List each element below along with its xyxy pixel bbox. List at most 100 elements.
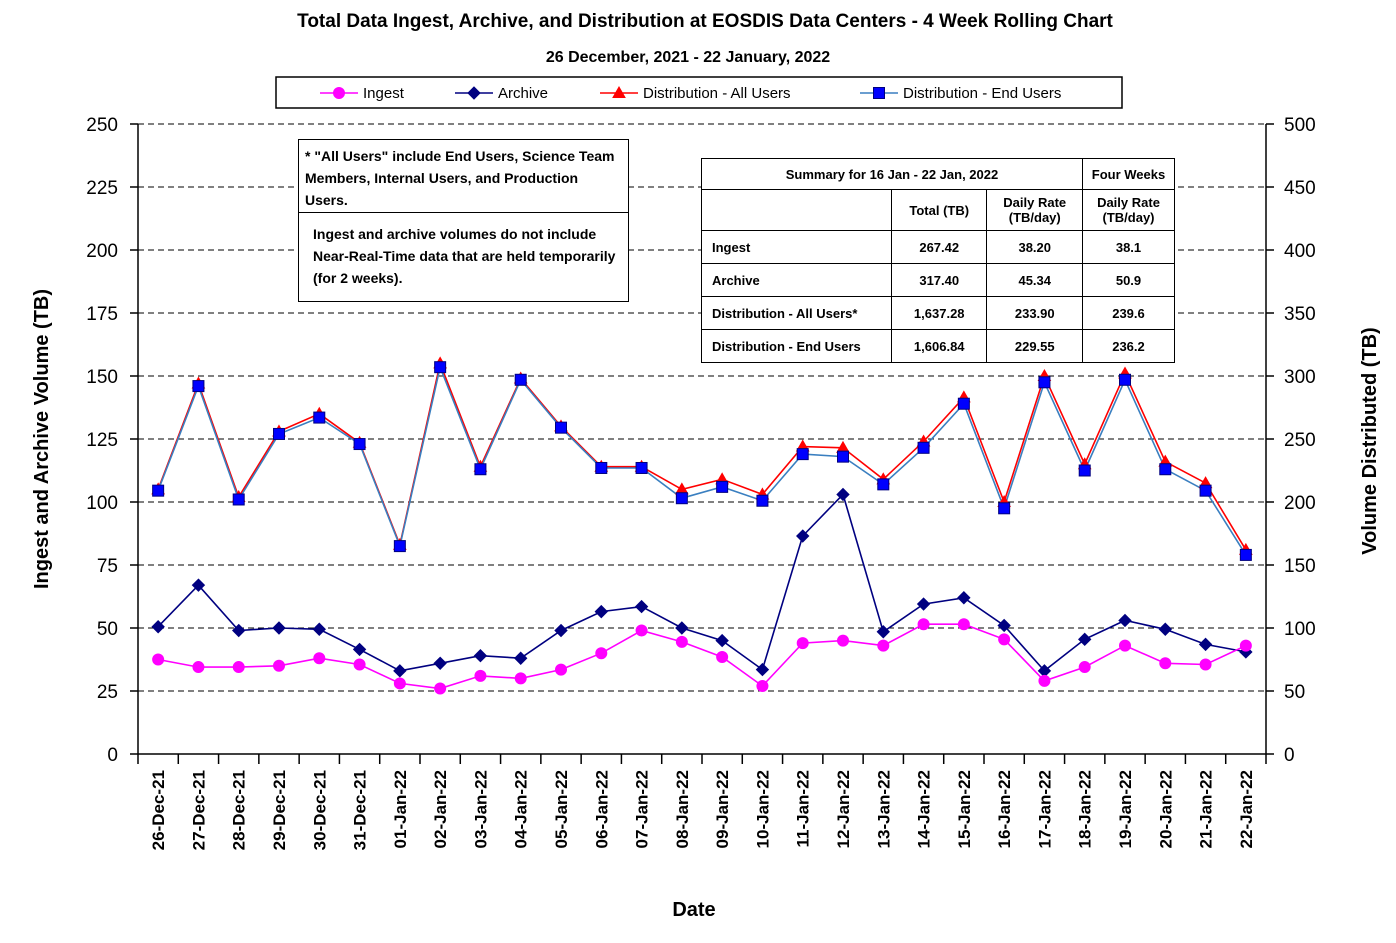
summary-row: Distribution - End Users 1,606.84 229.55… [701, 329, 1175, 363]
summary-header-row: Summary for 16 Jan - 22 Jan, 2022 Four W… [701, 158, 1175, 190]
point-distribution-end-users [1159, 463, 1172, 476]
y-ticks-left: 0 25 50 75 100 125 150 175 200 225 250 [86, 115, 138, 766]
point-archive [957, 591, 971, 605]
point-distribution-end-users [756, 494, 769, 507]
row-total: 317.40 [890, 263, 988, 297]
y-tick-right-label: 150 [1284, 556, 1316, 577]
summary-blank-cell [701, 189, 892, 231]
point-archive [1198, 637, 1213, 652]
point-archive [1078, 632, 1092, 647]
row-total: 1,606.84 [890, 329, 988, 363]
point-ingest [595, 647, 608, 660]
point-distribution-end-users [675, 492, 688, 505]
col-daily-header: Daily Rate (TB/day) [986, 189, 1083, 231]
row-daily: 38.20 [986, 230, 1083, 264]
point-ingest [716, 650, 729, 663]
legend-box [275, 76, 1123, 109]
point-archive [151, 620, 165, 634]
y-tick-right-label: 300 [1284, 367, 1316, 388]
y-tick-left-label: 225 [86, 178, 118, 199]
x-tick-label: 09-Jan-22 [713, 770, 732, 848]
x-tick-label: 08-Jan-22 [673, 770, 692, 848]
point-archive [755, 662, 770, 677]
point-archive [433, 656, 447, 670]
x-tick-label: 02-Jan-22 [431, 770, 450, 848]
x-tick-label: 27-Dec-21 [189, 770, 208, 850]
y-tick-left-label: 25 [97, 682, 118, 703]
point-distribution-end-users [877, 478, 890, 491]
point-ingest [877, 639, 890, 652]
legend-marker-archive [467, 86, 481, 100]
point-archive [634, 599, 649, 614]
point-ingest [1199, 658, 1212, 671]
point-distribution-end-users [1239, 548, 1252, 561]
point-archive [312, 622, 326, 636]
series-lines [157, 360, 1247, 690]
point-distribution-end-users [837, 450, 849, 463]
point-archive [836, 487, 850, 502]
summary-row: Distribution - All Users* 1,637.28 233.9… [701, 296, 1175, 330]
point-distribution-end-users [917, 441, 930, 454]
point-distribution-end-users [313, 411, 326, 424]
point-archive [232, 623, 246, 638]
y-tick-left-label: 100 [86, 493, 118, 514]
x-tick-label: 04-Jan-22 [512, 770, 531, 848]
y-tick-right-label: 400 [1284, 241, 1316, 262]
point-distribution-end-users [1038, 376, 1051, 389]
y-tick-right-label: 0 [1284, 745, 1295, 766]
x-tick-label: 07-Jan-22 [633, 770, 652, 848]
summary-table: Summary for 16 Jan - 22 Jan, 2022 Four W… [701, 158, 1175, 363]
col-four-weeks-header: Daily Rate (TB/day) [1082, 189, 1175, 231]
point-archive [796, 529, 810, 543]
point-archive [715, 633, 729, 648]
four-weeks-header: Four Weeks [1082, 158, 1175, 190]
point-distribution-end-users [998, 502, 1011, 515]
y-tick-right-label: 100 [1284, 619, 1316, 640]
x-tick-label: 13-Jan-22 [874, 770, 893, 848]
point-archive [272, 621, 286, 635]
point-ingest [1119, 639, 1131, 652]
legend-marker-distribution-all-users [612, 85, 626, 98]
y-tick-left-label: 75 [97, 556, 118, 577]
point-distribution-end-users [555, 421, 567, 434]
legend-label-distribution-all-users: Distribution - All Users [643, 85, 791, 102]
x-tick-label: 05-Jan-22 [552, 770, 571, 848]
point-ingest [514, 672, 527, 685]
point-archive [675, 621, 689, 635]
point-ingest [393, 677, 406, 690]
x-tick-label: 31-Dec-21 [351, 770, 370, 850]
point-distribution-end-users [1119, 373, 1131, 386]
note-nrt: Ingest and archive volumes do not includ… [298, 212, 629, 302]
x-tick-label: 18-Jan-22 [1076, 770, 1095, 848]
point-distribution-end-users [635, 461, 648, 474]
y-ticks-right: 0 50 100 150 200 250 300 350 400 450 500 [1266, 115, 1316, 766]
x-tick-label: 30-Dec-21 [310, 770, 329, 850]
row-total: 267.42 [890, 230, 988, 264]
point-archive [594, 604, 608, 619]
row-label: Archive [701, 263, 892, 297]
legend-label-archive: Archive [498, 85, 548, 102]
series-line-distribution-all-users [157, 360, 1247, 551]
point-archive [876, 625, 890, 639]
y-tick-right-label: 450 [1284, 178, 1316, 199]
point-archive [514, 651, 528, 665]
point-distribution-end-users [434, 361, 447, 374]
point-ingest [917, 618, 930, 631]
summary-row: Archive 317.40 45.34 50.9 [701, 263, 1175, 297]
row-four-weeks: 50.9 [1082, 263, 1175, 297]
y-tick-left-label: 50 [97, 619, 118, 640]
point-archive [1158, 622, 1172, 636]
point-distribution-end-users [1199, 484, 1212, 497]
y-tick-right-label: 200 [1284, 493, 1316, 514]
y-axis-left-label: Ingest and Archive Volume (TB) [31, 289, 53, 589]
x-tick-label: 03-Jan-22 [471, 770, 490, 848]
point-ingest [1159, 657, 1172, 670]
x-tick-label: 06-Jan-22 [592, 770, 611, 848]
point-archive [393, 664, 407, 678]
row-label: Distribution - All Users* [701, 296, 892, 330]
point-ingest [1239, 639, 1252, 652]
y-tick-left-label: 125 [86, 430, 118, 451]
point-distribution-end-users [393, 540, 406, 553]
x-tick-label: 14-Jan-22 [915, 770, 934, 848]
